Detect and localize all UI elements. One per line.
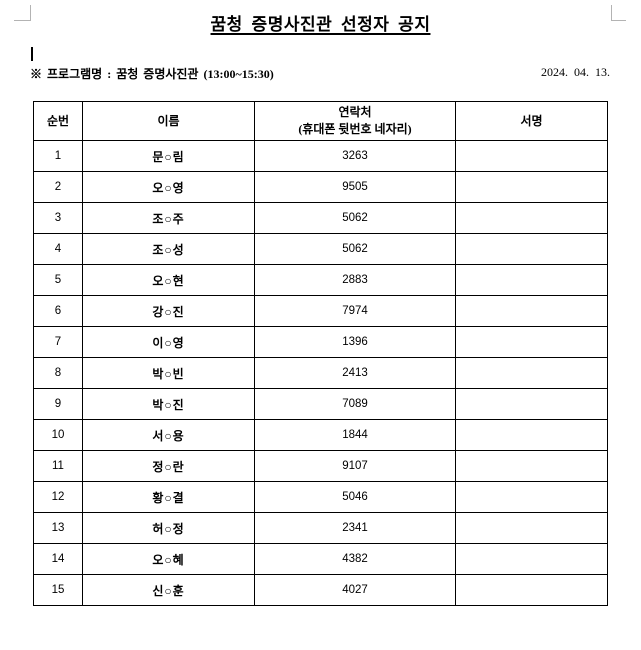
table-row: 8 박○빈 2413	[33, 357, 608, 389]
cell-name: 황○결	[82, 481, 255, 513]
cell-contact: 1844	[254, 419, 456, 451]
cell-name: 이○영	[82, 326, 255, 358]
cell-signature	[455, 295, 608, 327]
cell-name: 박○빈	[82, 357, 255, 389]
cell-no: 8	[33, 357, 83, 389]
cell-contact: 1396	[254, 326, 456, 358]
cell-signature	[455, 419, 608, 451]
cell-signature	[455, 264, 608, 296]
page-margin-corner-mark-right	[611, 5, 626, 21]
cell-contact: 7974	[254, 295, 456, 327]
cell-contact: 4382	[254, 543, 456, 575]
cell-name: 문○림	[82, 140, 255, 172]
cell-contact: 9505	[254, 171, 456, 203]
cell-no: 4	[33, 233, 83, 265]
cell-no: 15	[33, 574, 83, 606]
cell-no: 5	[33, 264, 83, 296]
cell-no: 6	[33, 295, 83, 327]
text-cursor	[31, 47, 33, 61]
table-row: 11 정○란 9107	[33, 450, 608, 482]
cell-contact: 2413	[254, 357, 456, 389]
cell-no: 11	[33, 450, 83, 482]
cell-no: 9	[33, 388, 83, 420]
table-row: 5 오○현 2883	[33, 264, 608, 296]
cell-signature	[455, 388, 608, 420]
cell-contact: 7089	[254, 388, 456, 420]
header-name: 이름	[82, 101, 255, 141]
cell-no: 3	[33, 202, 83, 234]
cell-no: 2	[33, 171, 83, 203]
roster-table: 순번 이름 연락처 (휴대폰 뒷번호 네자리) 서명 1 문○림 3263 2 오○영 9…	[33, 101, 608, 606]
cell-name: 조○성	[82, 233, 255, 265]
table-body: 1 문○림 3263 2 오○영 9505 3 조○주 5062 4 조○성 5062 5 오○현 2883…	[33, 140, 608, 606]
header-contact-line1: 연락처	[338, 105, 372, 120]
cell-no: 12	[33, 481, 83, 513]
meta-line: ※ 프로그램명 : 꿈청 증명사진관 (13:00~15:30) 2024. 0…	[30, 65, 610, 81]
header-contact-line2: (휴대폰 뒷번호 네자리)	[298, 122, 412, 136]
cell-signature	[455, 450, 608, 482]
cell-contact: 2883	[254, 264, 456, 296]
table-row: 13 허○정 2341	[33, 512, 608, 544]
cell-name: 오○영	[82, 171, 255, 203]
cell-no: 1	[33, 140, 83, 172]
table-row: 4 조○성 5062	[33, 233, 608, 265]
header-no: 순번	[33, 101, 83, 141]
cell-name: 허○정	[82, 512, 255, 544]
table-row: 6 강○진 7974	[33, 295, 608, 327]
cell-name: 신○훈	[82, 574, 255, 606]
cell-contact: 4027	[254, 574, 456, 606]
cell-name: 박○진	[82, 388, 255, 420]
cell-signature	[455, 481, 608, 513]
cell-signature	[455, 326, 608, 358]
cell-contact: 5062	[254, 233, 456, 265]
cell-signature	[455, 140, 608, 172]
cell-signature	[455, 512, 608, 544]
table-row: 2 오○영 9505	[33, 171, 608, 203]
table-row: 12 황○결 5046	[33, 481, 608, 513]
cell-signature	[455, 171, 608, 203]
cell-signature	[455, 233, 608, 265]
page-margin-corner-mark-left	[14, 5, 31, 21]
header-signature: 서명	[455, 101, 608, 141]
header-contact: 연락처 (휴대폰 뒷번호 네자리)	[254, 101, 456, 141]
cell-name: 강○진	[82, 295, 255, 327]
cell-no: 7	[33, 326, 83, 358]
cell-name: 서○용	[82, 419, 255, 451]
cell-name: 정○란	[82, 450, 255, 482]
document-date: 2024. 04. 13.	[541, 65, 610, 79]
table-row: 7 이○영 1396	[33, 326, 608, 358]
cell-name: 조○주	[82, 202, 255, 234]
page-title: 꿈청 증명사진관 선정자 공지	[210, 15, 431, 34]
cell-contact: 5062	[254, 202, 456, 234]
cell-name: 오○현	[82, 264, 255, 296]
table-row: 10 서○용 1844	[33, 419, 608, 451]
table-row: 1 문○림 3263	[33, 140, 608, 172]
cell-signature	[455, 574, 608, 606]
table-header-row: 순번 이름 연락처 (휴대폰 뒷번호 네자리) 서명	[33, 101, 608, 141]
program-name-label: ※ 프로그램명 : 꿈청 증명사진관 (13:00~15:30)	[30, 67, 274, 81]
table-row: 9 박○진 7089	[33, 388, 608, 420]
table-row: 3 조○주 5062	[33, 202, 608, 234]
cell-signature	[455, 543, 608, 575]
cell-contact: 9107	[254, 450, 456, 482]
table-row: 15 신○훈 4027	[33, 574, 608, 606]
cell-contact: 5046	[254, 481, 456, 513]
cell-contact: 3263	[254, 140, 456, 172]
cell-name: 오○혜	[82, 543, 255, 575]
cell-no: 13	[33, 512, 83, 544]
cell-signature	[455, 202, 608, 234]
cell-no: 10	[33, 419, 83, 451]
cell-no: 14	[33, 543, 83, 575]
cell-contact: 2341	[254, 512, 456, 544]
table-row: 14 오○혜 4382	[33, 543, 608, 575]
cell-signature	[455, 357, 608, 389]
